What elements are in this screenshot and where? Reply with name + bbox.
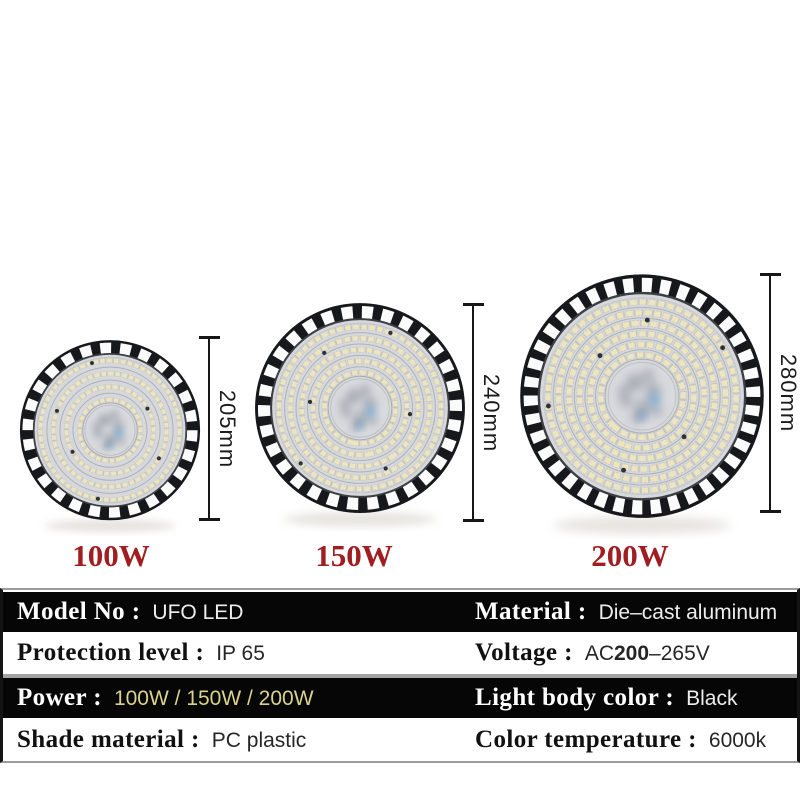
model-value: UFO LED xyxy=(152,601,244,624)
dimension-vline xyxy=(769,276,771,510)
colortemp-value: 6000k xyxy=(708,728,767,752)
lamp-photo-150w xyxy=(255,303,465,527)
spec-row-shade-colortemp: Shade material : PC plastic Color temper… xyxy=(3,718,797,761)
voltage-prefix: AC xyxy=(584,642,614,665)
spec-cell-voltage: Voltage : AC200–265V xyxy=(461,639,797,667)
shade-value: PC plastic xyxy=(211,728,307,752)
watt-label-150w: 150W xyxy=(315,538,393,573)
voltage-number: 200 xyxy=(614,642,650,665)
dimension-vline xyxy=(472,306,474,519)
dimension-cap-bottom xyxy=(198,518,220,521)
protection-label: Protection level : xyxy=(17,639,205,666)
spec-cell-material: Material : Die–cast aluminum xyxy=(461,598,797,626)
bodycolor-value: Black xyxy=(686,687,738,710)
spec-cell-protection: Protection level : IP 65 xyxy=(3,639,461,667)
dimension-label-100w: 205mm xyxy=(215,389,240,468)
dimension-label-200w: 280mm xyxy=(776,353,800,433)
dimension-cap-top xyxy=(198,336,220,339)
dimension-line-200w: 280mm xyxy=(759,273,800,513)
spec-cell-bodycolor: Light body color : Black xyxy=(461,684,797,712)
bodycolor-label: Light body color : xyxy=(475,684,675,711)
dimension-line-100w: 205mm xyxy=(198,336,240,521)
spec-cell-colortemp: Color temperature : 6000k xyxy=(461,726,797,754)
spec-row-protection-voltage: Protection level : IP 65 Voltage : AC200… xyxy=(3,632,797,678)
watt-label-100w: 100W xyxy=(72,538,150,573)
spec-cell-shade: Shade material : PC plastic xyxy=(3,726,461,754)
voltage-value: AC200–265V xyxy=(585,642,710,666)
lamp-photo-200w xyxy=(520,274,764,534)
power-value: 100W / 150W / 200W xyxy=(113,687,314,710)
lamp-photo-100w xyxy=(19,340,201,533)
spec-cell-model: Model No : UFO LED xyxy=(3,598,461,626)
spec-row-power-bodycolor: Power : 100W / 150W / 200W Light body co… xyxy=(3,678,797,718)
watt-label-200w: 200W xyxy=(591,538,669,573)
dimension-cap-bottom xyxy=(759,510,781,513)
material-label: Material : xyxy=(475,598,587,625)
spec-row-model-material: Model No : UFO LED Material : Die–cast a… xyxy=(3,592,797,632)
dimension-cap-top xyxy=(759,273,781,276)
dimension-cap-bottom xyxy=(462,519,484,522)
dimension-line-150w: 240mm xyxy=(462,303,504,522)
protection-value: IP 65 xyxy=(216,642,265,665)
dimension-label-150w: 240mm xyxy=(479,373,504,452)
shade-label: Shade material : xyxy=(17,725,200,753)
dimension-cap-top xyxy=(462,303,484,306)
voltage-label: Voltage : xyxy=(475,639,573,666)
model-label: Model No : xyxy=(17,598,141,625)
spec-cell-power: Power : 100W / 150W / 200W xyxy=(3,684,461,712)
power-label: Power : xyxy=(17,684,102,711)
material-value: Die–cast aluminum xyxy=(598,601,778,624)
spec-table: Model No : UFO LED Material : Die–cast a… xyxy=(0,588,800,763)
dimension-vline xyxy=(208,339,210,518)
voltage-suffix: –265V xyxy=(649,642,710,665)
colortemp-label: Color temperature : xyxy=(475,725,697,753)
